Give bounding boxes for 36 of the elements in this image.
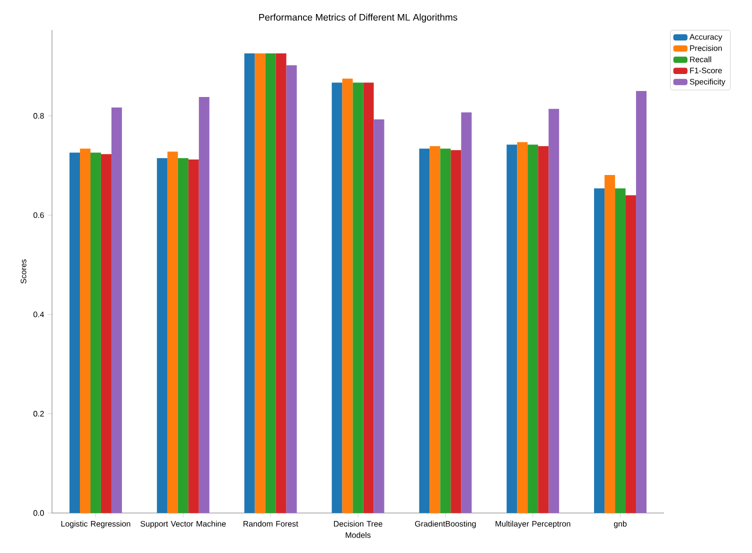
bar [69,152,80,513]
bar [244,53,255,513]
bar [156,158,168,513]
bar [430,146,440,513]
bar [188,160,199,513]
bar [506,144,518,513]
bar [363,82,374,513]
bar [517,142,528,513]
bar [178,158,188,513]
bar [626,195,636,513]
bar [528,144,538,513]
bar [167,152,178,513]
bar [450,150,462,513]
bar [636,91,647,513]
bar [90,152,101,513]
bar [374,119,384,513]
bar [265,53,276,513]
bar [440,148,451,513]
bar [604,174,616,513]
bar [286,65,297,513]
bar [352,82,364,513]
bar [111,107,122,513]
bar [254,53,266,513]
bar [548,108,560,513]
bar [538,146,549,513]
chart-title: Performance Metrics of Different ML Algorithms [259,14,458,23]
bar [615,188,626,513]
bar [419,148,430,513]
bar [276,53,286,513]
bar [198,97,210,513]
bar [80,148,90,513]
bar [100,154,112,513]
bar [332,82,342,513]
bar [342,78,353,513]
bar [594,188,605,513]
bar [461,112,472,513]
